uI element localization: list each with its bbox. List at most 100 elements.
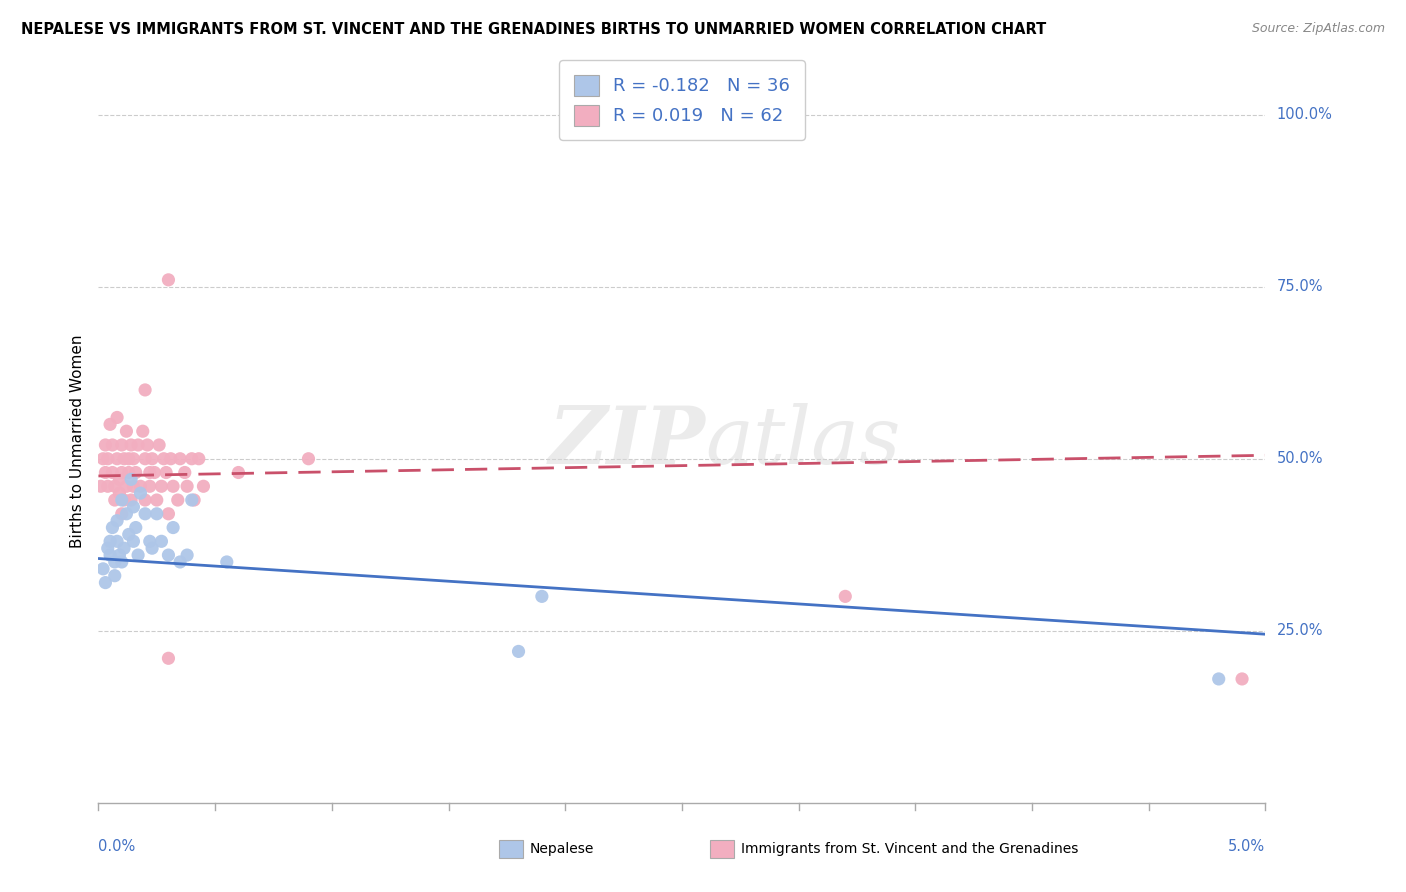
Point — [176, 548, 198, 562]
Text: 0.0%: 0.0% — [98, 838, 135, 854]
Text: Nepalese: Nepalese — [530, 842, 595, 856]
Point — [98, 417, 121, 432]
Point — [118, 466, 141, 480]
Point — [101, 438, 124, 452]
Point — [136, 438, 159, 452]
Point — [146, 507, 169, 521]
Point — [1208, 672, 1230, 686]
Point — [115, 479, 138, 493]
Point — [157, 507, 180, 521]
Point — [180, 493, 202, 508]
Point — [108, 472, 131, 486]
Point — [104, 479, 127, 493]
Point — [108, 486, 131, 500]
Point — [150, 479, 173, 493]
Point — [112, 493, 135, 508]
Point — [122, 534, 145, 549]
Point — [112, 451, 135, 466]
Point — [118, 451, 141, 466]
Point — [530, 590, 553, 604]
Point — [134, 383, 156, 397]
Point — [157, 548, 180, 562]
Point — [125, 520, 148, 534]
Point — [297, 451, 319, 466]
Point — [94, 438, 117, 452]
Point — [1230, 672, 1253, 686]
Text: 25.0%: 25.0% — [1277, 624, 1323, 639]
Point — [105, 410, 128, 425]
Point — [834, 590, 856, 604]
Point — [129, 486, 152, 500]
Point — [139, 534, 162, 549]
Point — [139, 466, 162, 480]
Point — [120, 472, 142, 486]
Point — [94, 466, 117, 480]
Text: 50.0%: 50.0% — [1277, 451, 1323, 467]
Point — [108, 548, 131, 562]
Point — [115, 507, 138, 521]
Point — [94, 575, 117, 590]
Bar — [710, 840, 734, 858]
Point — [162, 479, 184, 493]
Point — [112, 541, 135, 556]
Point — [134, 493, 156, 508]
Point — [104, 568, 127, 582]
Point — [98, 534, 121, 549]
Point — [111, 493, 134, 508]
Point — [101, 520, 124, 534]
Point — [104, 555, 127, 569]
Point — [157, 651, 180, 665]
Point — [134, 451, 156, 466]
Point — [97, 541, 120, 556]
Point — [215, 555, 238, 569]
Point — [120, 438, 142, 452]
Point — [104, 493, 127, 508]
Point — [97, 451, 120, 466]
Point — [155, 466, 177, 480]
Point — [105, 534, 128, 549]
Point — [122, 451, 145, 466]
Point — [101, 466, 124, 480]
Text: Immigrants from St. Vincent and the Grenadines: Immigrants from St. Vincent and the Gren… — [741, 842, 1078, 856]
Text: 5.0%: 5.0% — [1229, 838, 1265, 854]
Point — [120, 493, 142, 508]
Point — [141, 541, 163, 556]
Point — [132, 424, 155, 438]
Point — [162, 520, 184, 534]
Point — [91, 451, 114, 466]
Point — [146, 493, 169, 508]
Point — [139, 479, 162, 493]
Point — [187, 451, 209, 466]
Point — [173, 466, 195, 480]
Point — [180, 451, 202, 466]
Point — [111, 555, 134, 569]
Point — [141, 451, 163, 466]
Point — [508, 644, 530, 658]
Point — [105, 451, 128, 466]
Point — [111, 438, 134, 452]
Point — [115, 424, 138, 438]
Point — [176, 479, 198, 493]
Point — [143, 466, 166, 480]
Point — [166, 493, 188, 508]
Point — [105, 514, 128, 528]
Point — [97, 479, 120, 493]
Point — [148, 438, 170, 452]
Point — [150, 534, 173, 549]
Point — [122, 500, 145, 514]
Point — [169, 451, 191, 466]
Point — [127, 438, 149, 452]
Y-axis label: Births to Unmarried Women: Births to Unmarried Women — [69, 334, 84, 549]
Point — [111, 507, 134, 521]
Point — [169, 555, 191, 569]
Point — [122, 479, 145, 493]
Point — [111, 466, 134, 480]
Text: 75.0%: 75.0% — [1277, 279, 1323, 294]
Point — [228, 466, 250, 480]
Text: Source: ZipAtlas.com: Source: ZipAtlas.com — [1251, 22, 1385, 36]
Point — [159, 451, 181, 466]
Bar — [499, 840, 523, 858]
Point — [193, 479, 215, 493]
Point — [134, 507, 156, 521]
Text: 100.0%: 100.0% — [1277, 107, 1333, 122]
